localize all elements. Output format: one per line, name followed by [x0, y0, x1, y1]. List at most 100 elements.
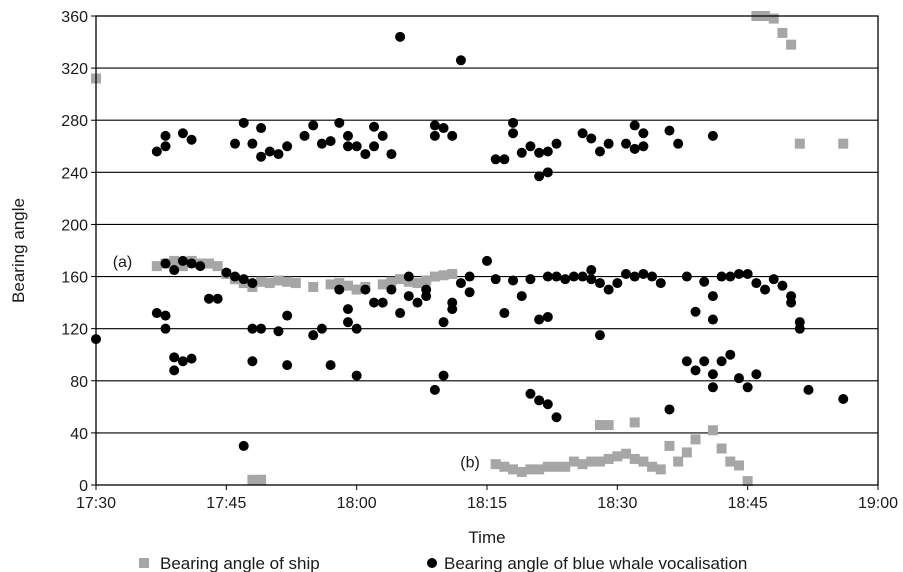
- ship-point-8: [212, 261, 223, 272]
- ship-point-19: [325, 279, 336, 290]
- ship-point-54: [655, 464, 666, 475]
- ship-point-38: [516, 466, 527, 477]
- ship-point-17: [290, 278, 301, 289]
- legend-whale-marker: [427, 558, 437, 568]
- ship-point-41: [542, 461, 553, 472]
- whale-point-16: [186, 258, 197, 269]
- whale-point-78: [438, 370, 449, 381]
- whale-point-69: [386, 284, 397, 295]
- whale-point-103: [638, 128, 649, 139]
- whale-point-99: [603, 138, 614, 149]
- whale-point-65: [351, 370, 362, 381]
- ship-point-65: [603, 420, 614, 431]
- ship-point-62: [733, 460, 744, 471]
- whale-point-7: [160, 310, 171, 321]
- y-tick-label-160: 160: [61, 270, 88, 287]
- whale-point-122: [594, 330, 605, 341]
- whale-point-93: [542, 146, 553, 157]
- whale-point-57: [282, 360, 293, 371]
- whale-point-157: [707, 382, 718, 393]
- annotation-0: (a): [113, 254, 133, 271]
- whale-point-91: [534, 147, 545, 158]
- whale-point-163: [803, 384, 814, 395]
- whale-point-84: [482, 255, 492, 266]
- whale-point-83: [464, 271, 475, 282]
- x-axis-title: Time: [468, 528, 505, 547]
- whale-point-36: [334, 117, 345, 128]
- annotation-1: (b): [460, 455, 480, 472]
- ship-point-7: [203, 258, 214, 269]
- whale-point-92: [534, 171, 545, 182]
- ship-point-40: [534, 464, 545, 475]
- whale-point-30: [273, 149, 284, 160]
- y-tick-label-80: 80: [70, 374, 88, 391]
- whale-point-4: [177, 128, 188, 139]
- x-tick-label-6: 19:00: [858, 495, 898, 512]
- whale-point-70: [395, 308, 406, 319]
- whale-point-47: [429, 130, 440, 141]
- whale-point-38: [342, 141, 353, 152]
- y-tick-label-40: 40: [70, 426, 88, 443]
- whale-point-80: [447, 297, 458, 308]
- ship-point-51: [629, 453, 640, 464]
- whale-point-46: [429, 120, 440, 131]
- whale-point-21: [230, 271, 241, 282]
- whale-point-124: [603, 284, 614, 295]
- whale-point-138: [725, 271, 736, 282]
- x-tick-label-1: 17:45: [206, 495, 246, 512]
- whale-point-112: [525, 274, 536, 285]
- whale-point-23: [247, 278, 258, 289]
- gridlines: [96, 67, 878, 434]
- ship-point-56: [673, 456, 684, 467]
- whale-point-66: [360, 284, 371, 295]
- whale-point-68: [377, 297, 388, 308]
- whale-point-131: [664, 404, 675, 415]
- whale-point-132: [681, 271, 692, 282]
- whale-point-152: [551, 412, 562, 423]
- ship-point-18: [308, 281, 319, 292]
- whale-point-140: [742, 268, 753, 279]
- whale-point-8: [160, 323, 171, 334]
- ship-point-37: [508, 464, 519, 475]
- y-axis-ticks: 0 40 80 120 160 200 240 280 320 360: [61, 9, 96, 495]
- ship-point-47: [594, 456, 605, 467]
- whale-point-25: [238, 117, 249, 128]
- whale-point-119: [577, 271, 588, 282]
- whale-point-82: [464, 287, 475, 298]
- x-tick-label-5: 18:45: [728, 495, 768, 512]
- whale-point-40: [360, 149, 371, 160]
- whale-point-62: [342, 304, 353, 315]
- whale-point-10: [169, 365, 180, 376]
- whale-point-162: [751, 369, 762, 380]
- whale-point-22: [238, 274, 249, 285]
- whale-point-63: [342, 317, 353, 328]
- whale-point-20: [221, 267, 232, 278]
- ship-point-61: [725, 456, 736, 467]
- whale-point-76: [429, 384, 440, 395]
- whale-point-5: [186, 134, 197, 145]
- whale-point-48: [438, 123, 449, 134]
- whale-point-94: [542, 167, 553, 178]
- ship-point-28: [412, 278, 423, 289]
- whale-point-24: [230, 138, 241, 149]
- whale-point-121: [586, 274, 597, 285]
- ship-point-4: [177, 261, 188, 272]
- ship-point-24: [377, 279, 388, 290]
- legend-ship-marker: [139, 558, 149, 568]
- ship-point-36: [499, 461, 510, 472]
- ship-point-55: [664, 440, 675, 451]
- whale-point-109: [499, 308, 510, 319]
- whale-point-35: [325, 136, 336, 147]
- legend: Bearing angle of ship Bearing angle of b…: [139, 554, 747, 572]
- ship-point-13: [256, 276, 267, 287]
- whale-point-139: [733, 268, 744, 279]
- whale-point-104: [638, 141, 649, 152]
- y-tick-label-280: 280: [61, 113, 88, 130]
- whale-point-34: [316, 138, 327, 149]
- x-tick-label-3: 18:15: [467, 495, 507, 512]
- whale-point-128: [638, 268, 649, 279]
- legend-ship-label: Bearing angle of ship: [160, 554, 320, 572]
- whale-point-67: [369, 297, 380, 308]
- ship-point-14: [264, 278, 275, 289]
